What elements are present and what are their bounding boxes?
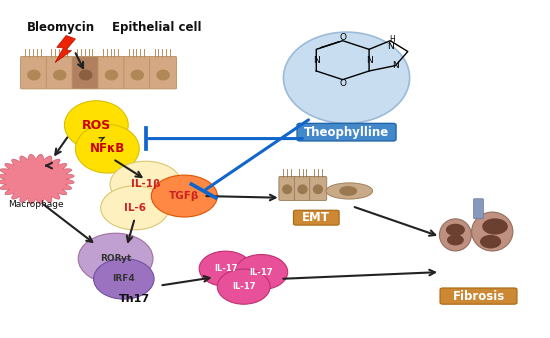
Text: N: N (387, 42, 394, 51)
Circle shape (447, 224, 464, 235)
Text: Th17: Th17 (119, 294, 150, 304)
Ellipse shape (439, 219, 471, 251)
Ellipse shape (157, 70, 169, 80)
Text: N: N (366, 56, 372, 65)
FancyBboxPatch shape (46, 56, 73, 89)
FancyBboxPatch shape (297, 123, 396, 141)
Text: Theophylline: Theophylline (304, 126, 389, 139)
Ellipse shape (340, 187, 356, 195)
Polygon shape (55, 35, 75, 63)
Ellipse shape (472, 212, 513, 251)
Ellipse shape (131, 70, 144, 80)
Polygon shape (0, 154, 74, 204)
FancyBboxPatch shape (294, 176, 311, 200)
Text: IL-17: IL-17 (250, 268, 273, 276)
FancyBboxPatch shape (310, 176, 327, 200)
Text: IL-17: IL-17 (232, 282, 255, 291)
Text: IRF4: IRF4 (112, 274, 135, 283)
Ellipse shape (283, 32, 410, 123)
Text: N: N (313, 56, 320, 65)
Circle shape (481, 236, 500, 248)
Text: ROS: ROS (82, 119, 111, 131)
Ellipse shape (235, 255, 288, 290)
Text: IL-1β: IL-1β (131, 179, 161, 189)
Circle shape (483, 219, 507, 234)
Ellipse shape (94, 259, 154, 299)
Text: RORyt: RORyt (100, 254, 131, 263)
FancyBboxPatch shape (20, 56, 47, 89)
Text: O: O (339, 33, 346, 42)
Ellipse shape (217, 269, 270, 304)
Text: IL-17: IL-17 (214, 264, 237, 273)
Ellipse shape (326, 183, 373, 199)
FancyBboxPatch shape (440, 288, 517, 304)
Ellipse shape (54, 70, 66, 80)
FancyBboxPatch shape (150, 56, 177, 89)
Ellipse shape (80, 70, 92, 80)
Ellipse shape (101, 186, 169, 230)
Circle shape (448, 235, 463, 245)
Text: EMT: EMT (302, 211, 330, 224)
Text: NFκB: NFκB (90, 142, 125, 155)
FancyBboxPatch shape (72, 56, 99, 89)
Ellipse shape (110, 161, 182, 207)
Ellipse shape (64, 101, 128, 149)
Ellipse shape (283, 185, 292, 193)
FancyBboxPatch shape (279, 176, 296, 200)
Text: Bleomycin: Bleomycin (26, 21, 95, 33)
Ellipse shape (314, 185, 322, 193)
Ellipse shape (298, 185, 307, 193)
Ellipse shape (78, 233, 153, 284)
Text: Epithelial cell: Epithelial cell (112, 21, 202, 33)
Ellipse shape (151, 175, 217, 217)
FancyBboxPatch shape (474, 199, 483, 219)
Text: TGFβ: TGFβ (169, 191, 200, 201)
Text: IL-6: IL-6 (124, 203, 146, 213)
FancyBboxPatch shape (294, 210, 339, 225)
Ellipse shape (199, 251, 252, 286)
FancyBboxPatch shape (124, 56, 151, 89)
Text: H: H (389, 35, 395, 44)
Ellipse shape (75, 124, 139, 173)
Text: Macrophage: Macrophage (8, 200, 64, 209)
Text: N: N (392, 61, 399, 70)
FancyBboxPatch shape (98, 56, 125, 89)
Ellipse shape (28, 70, 40, 80)
Text: Fibrosis: Fibrosis (453, 290, 505, 303)
Ellipse shape (106, 70, 118, 80)
Text: O: O (339, 79, 346, 88)
